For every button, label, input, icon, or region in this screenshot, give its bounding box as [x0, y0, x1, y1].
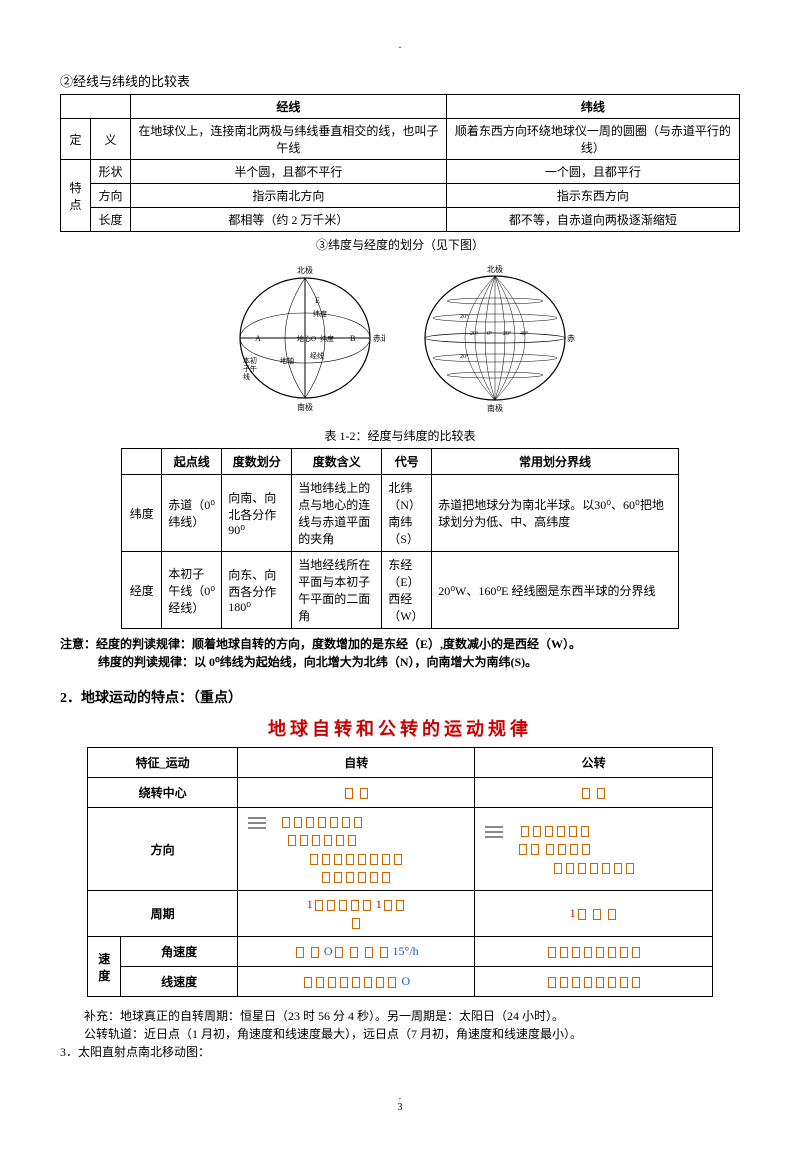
- svg-text:南极: 南极: [487, 403, 503, 413]
- t3-r4a-c1: O 15°/h: [238, 937, 475, 967]
- t2-r2-c2: 向东、向西各分作180⁰: [222, 552, 292, 629]
- svg-text:20°: 20°: [470, 330, 479, 337]
- svg-text:北极: 北极: [297, 265, 313, 275]
- section1-caption: ③纬度与经度的划分（见下图）: [60, 236, 740, 253]
- t3-h3: 公转: [475, 748, 712, 778]
- t3-r1-c1: [238, 778, 475, 808]
- svg-text:20°: 20°: [460, 353, 469, 360]
- motion-table: 特征_运动 自转 公转 绕转中心 方向: [87, 747, 713, 997]
- t2-r1-c4: 北纬（N）南纬（S）: [382, 475, 432, 552]
- supp-line1: 补充：地球真正的自转周期：恒星日（23 时 56 分 4 秒）。另一周期是：太阳…: [60, 1007, 740, 1025]
- t1-len-label: 长度: [91, 208, 131, 232]
- t2-r1-label: 纬度: [122, 475, 162, 552]
- svg-text:南极: 南极: [297, 402, 313, 412]
- svg-text:20°: 20°: [460, 313, 469, 320]
- svg-text:A: A: [255, 334, 261, 343]
- t1-dir-jing: 指示南北方向: [131, 184, 447, 208]
- svg-text:地轴: 地轴: [280, 356, 294, 365]
- t1-header-wei: 纬线: [446, 95, 739, 119]
- t3-r2-c1: [238, 808, 475, 891]
- t3-r4a: 角速度: [121, 937, 238, 967]
- t1-def-l1: 定: [61, 119, 91, 160]
- t3-r4a-c2: [475, 937, 712, 967]
- compare-table-2: 起点线 度数划分 度数含义 代号 常用划分界线 纬度 赤道（0⁰纬线） 向南、向…: [121, 448, 679, 629]
- svg-text:纬度: 纬度: [320, 334, 334, 343]
- top-dot: .: [60, 40, 740, 51]
- t3-r4g: 速度: [88, 937, 121, 997]
- page-number: . 3: [60, 1091, 740, 1113]
- red-title: 地球自转和公转的运动规律: [60, 715, 740, 741]
- t1-def-l2: 义: [91, 119, 131, 160]
- table2-caption: 表 1-2：经度与纬度的比较表: [60, 427, 740, 444]
- globe-left: 北极 南极 赤道 E 纬度 地心O 纬度 A B 经线 地轴 本初 子午 线: [225, 263, 385, 413]
- t3-r4b-c1: O: [238, 967, 475, 997]
- compare-table-1: 经线 纬线 定 义 在地球仪上，连接南北两极与纬线垂直相交的线，也叫子午线 顺着…: [60, 94, 740, 232]
- t1-def-jing: 在地球仪上，连接南北两极与纬线垂直相交的线，也叫子午线: [131, 119, 447, 160]
- t2-h1: 起点线: [162, 449, 222, 475]
- svg-text:纬度: 纬度: [313, 309, 327, 318]
- t2-r1-c2: 向南、向北各分作90⁰: [222, 475, 292, 552]
- t1-shape-wei: 一个圆，且都平行: [446, 160, 739, 184]
- globe-diagrams: 北极 南极 赤道 E 纬度 地心O 纬度 A B 经线 地轴 本初 子午 线 北…: [60, 263, 740, 413]
- t3-r2-c2: [475, 808, 712, 891]
- svg-text:0°: 0°: [487, 330, 493, 337]
- t2-r2-label: 经度: [122, 552, 162, 629]
- svg-text:B: B: [350, 334, 355, 343]
- svg-text:40°: 40°: [520, 330, 529, 337]
- supp-line2: 公转轨道：近日点（1 月初，角速度和线速度最大），远日点（7 月初，角速度和线速…: [60, 1025, 740, 1043]
- t3-h2: 自转: [238, 748, 475, 778]
- svg-text:北极: 北极: [487, 264, 503, 274]
- supp-line3: 3．太阳直射点南北移动图：: [60, 1043, 740, 1061]
- svg-text:E: E: [315, 296, 320, 305]
- t2-r2-c5: 20⁰W、160⁰E 经线圈是东西半球的分界线: [432, 552, 679, 629]
- t1-len-jing: 都相等（约 2 万千米）: [131, 208, 447, 232]
- svg-text:本初: 本初: [243, 356, 257, 365]
- t2-h3: 度数含义: [292, 449, 382, 475]
- t3-h1: 特征_运动: [88, 748, 238, 778]
- t1-header-jing: 经线: [131, 95, 447, 119]
- t2-r2-c4: 东经（E）西经（W）: [382, 552, 432, 629]
- section1-title: ②经线与纬线的比较表: [60, 71, 740, 90]
- svg-text:经线: 经线: [310, 351, 324, 360]
- t2-r2-c3: 当地经线所在平面与本初子午平面的二面角: [292, 552, 382, 629]
- t1-def-wei: 顺着东西方向环绕地球仪一周的圆圈（与赤道平行的线）: [446, 119, 739, 160]
- t1-dir-label: 方向: [91, 184, 131, 208]
- note-line2: 纬度的判读规律：以 0⁰纬线为起始线，向北增大为北纬（N），向南增大为南纬(S)…: [98, 655, 537, 669]
- t2-r1-c1: 赤道（0⁰纬线）: [162, 475, 222, 552]
- svg-text:赤道: 赤道: [567, 333, 575, 343]
- t2-r1-c5: 赤道把地球分为南北半球。以30⁰、60⁰把地球划分为低、中、高纬度: [432, 475, 679, 552]
- section2-title: 2．地球运动的特点：（重点）: [60, 687, 740, 707]
- t2-h5: 常用划分界线: [432, 449, 679, 475]
- t2-h4: 代号: [382, 449, 432, 475]
- globe-right: 北极 南极 赤道 20° 0° 20° 40° 20° 20°: [415, 263, 575, 413]
- notes: 注意：经度的判读规律：顺着地球自转的方向，度数增加的是东经（E）,度数减小的是西…: [60, 635, 740, 671]
- svg-text:子午: 子午: [243, 364, 257, 373]
- t2-h2: 度数划分: [222, 449, 292, 475]
- t1-dir-wei: 指示东西方向: [446, 184, 739, 208]
- note-line1: 注意：经度的判读规律：顺着地球自转的方向，度数增加的是东经（E）,度数减小的是西…: [60, 637, 581, 651]
- t2-r1-c3: 当地纬线上的点与地心的连线与赤道平面的夹角: [292, 475, 382, 552]
- t3-r1-c2: [475, 778, 712, 808]
- t3-r3: 周期: [88, 891, 238, 937]
- svg-text:20°: 20°: [503, 330, 512, 337]
- svg-text:地心O: 地心O: [297, 334, 316, 343]
- supplement: 补充：地球真正的自转周期：恒星日（23 时 56 分 4 秒）。另一周期是：太阳…: [60, 1007, 740, 1061]
- t1-len-wei: 都不等，自赤道向两极逐渐缩短: [446, 208, 739, 232]
- t3-r3-c2: 1: [475, 891, 712, 937]
- t1-shape-jing: 半个圆，且都不平行: [131, 160, 447, 184]
- t1-shape-label: 形状: [91, 160, 131, 184]
- t1-group: 特点: [61, 160, 91, 232]
- svg-text:线: 线: [243, 372, 250, 381]
- t3-r1: 绕转中心: [88, 778, 238, 808]
- t3-r4b-c2: [475, 967, 712, 997]
- t2-r2-c1: 本初子午线（0⁰经线）: [162, 552, 222, 629]
- t3-r3-c1: 1 1: [238, 891, 475, 937]
- t3-r4b: 线速度: [121, 967, 238, 997]
- t3-r2: 方向: [88, 808, 238, 891]
- svg-text:赤道: 赤道: [373, 333, 385, 343]
